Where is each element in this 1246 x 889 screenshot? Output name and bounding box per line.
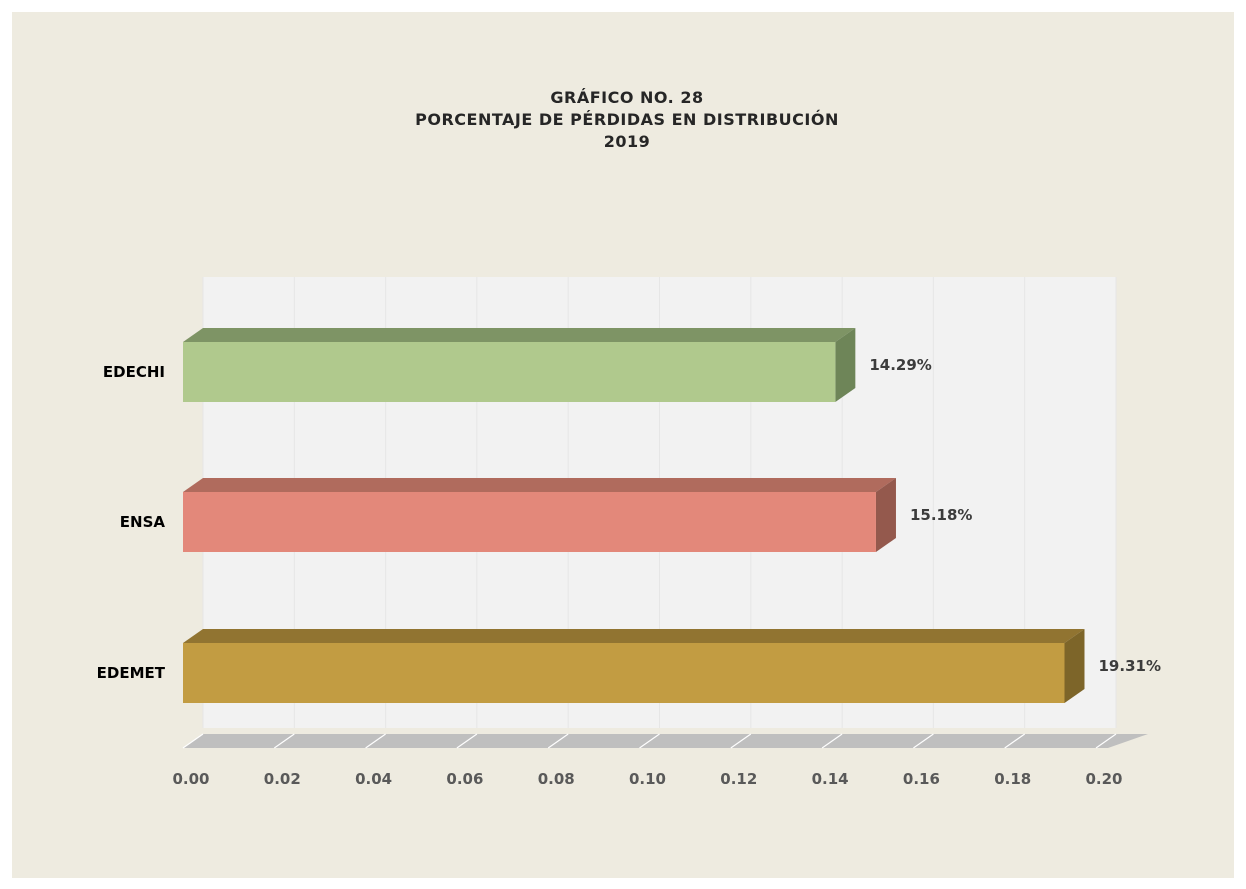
bar-side-face <box>1064 629 1085 703</box>
bar-top-face <box>183 328 856 342</box>
title-line-2: PORCENTAJE DE PÉRDIDAS EN DISTRIBUCIÓN <box>415 110 839 129</box>
floor-gridline <box>913 733 934 749</box>
x-tick-label: 0.20 <box>1085 770 1122 788</box>
floor-gridline <box>547 733 569 749</box>
bar-front-face <box>183 342 836 402</box>
category-label: EDECHI <box>103 363 165 381</box>
bar-top-face <box>183 478 896 492</box>
x-tick-label: 0.14 <box>812 770 849 788</box>
x-axis-ticks: 0.00 0.02 0.04 0.06 0.08 0.10 0.12 0.14 0.16 0.18… <box>172 770 1122 788</box>
x-tick-label: 0.04 <box>355 770 392 788</box>
bar-front-face <box>183 492 876 552</box>
floor-gridline <box>1095 733 1117 749</box>
chart-title: GRÁFICO NO. 28 PORCENTAJE DE PÉRDIDAS EN… <box>415 88 839 151</box>
floor-gridline <box>1004 733 1026 749</box>
bar-chart: GRÁFICO NO. 28 PORCENTAJE DE PÉRDIDAS EN… <box>12 12 1234 878</box>
bar-ensa <box>183 478 896 552</box>
floor-gridline <box>821 733 843 749</box>
bar-side-face <box>875 478 896 552</box>
data-label: 14.29% <box>869 356 931 374</box>
x-tick-label: 0.00 <box>172 770 209 788</box>
x-tick-label: 0.06 <box>446 770 483 788</box>
bars <box>183 328 1085 703</box>
title-line-3: 2019 <box>604 132 651 151</box>
floor-gridline <box>456 733 478 749</box>
bar-side-face <box>835 328 856 402</box>
bar-edemet <box>183 629 1085 703</box>
category-label: ENSA <box>120 513 166 531</box>
plot-floor <box>182 733 1148 749</box>
x-tick-label: 0.18 <box>994 770 1031 788</box>
floor-gridline <box>639 733 660 749</box>
bar-top-face <box>183 629 1085 643</box>
floor-gridline <box>365 733 386 749</box>
category-labels: EDECHI ENSA EDEMET <box>97 363 166 682</box>
data-labels: 14.29% 15.18% 19.31% <box>869 356 1161 675</box>
category-label: EDEMET <box>97 664 166 682</box>
floor-gridline <box>182 733 204 749</box>
floor-panel <box>183 734 1148 748</box>
bar-front-face <box>183 643 1065 703</box>
x-tick-label: 0.12 <box>720 770 757 788</box>
floor-gridline <box>273 733 295 749</box>
data-label: 19.31% <box>1099 657 1161 675</box>
x-tick-label: 0.02 <box>264 770 301 788</box>
data-label: 15.18% <box>910 506 972 524</box>
x-tick-label: 0.10 <box>629 770 666 788</box>
floor-gridline <box>730 733 752 749</box>
bar-edechi <box>183 328 856 402</box>
x-tick-label: 0.08 <box>538 770 575 788</box>
x-tick-label: 0.16 <box>903 770 940 788</box>
chart-area: GRÁFICO NO. 28 PORCENTAJE DE PÉRDIDAS EN… <box>12 12 1234 878</box>
title-line-1: GRÁFICO NO. 28 <box>550 88 703 107</box>
